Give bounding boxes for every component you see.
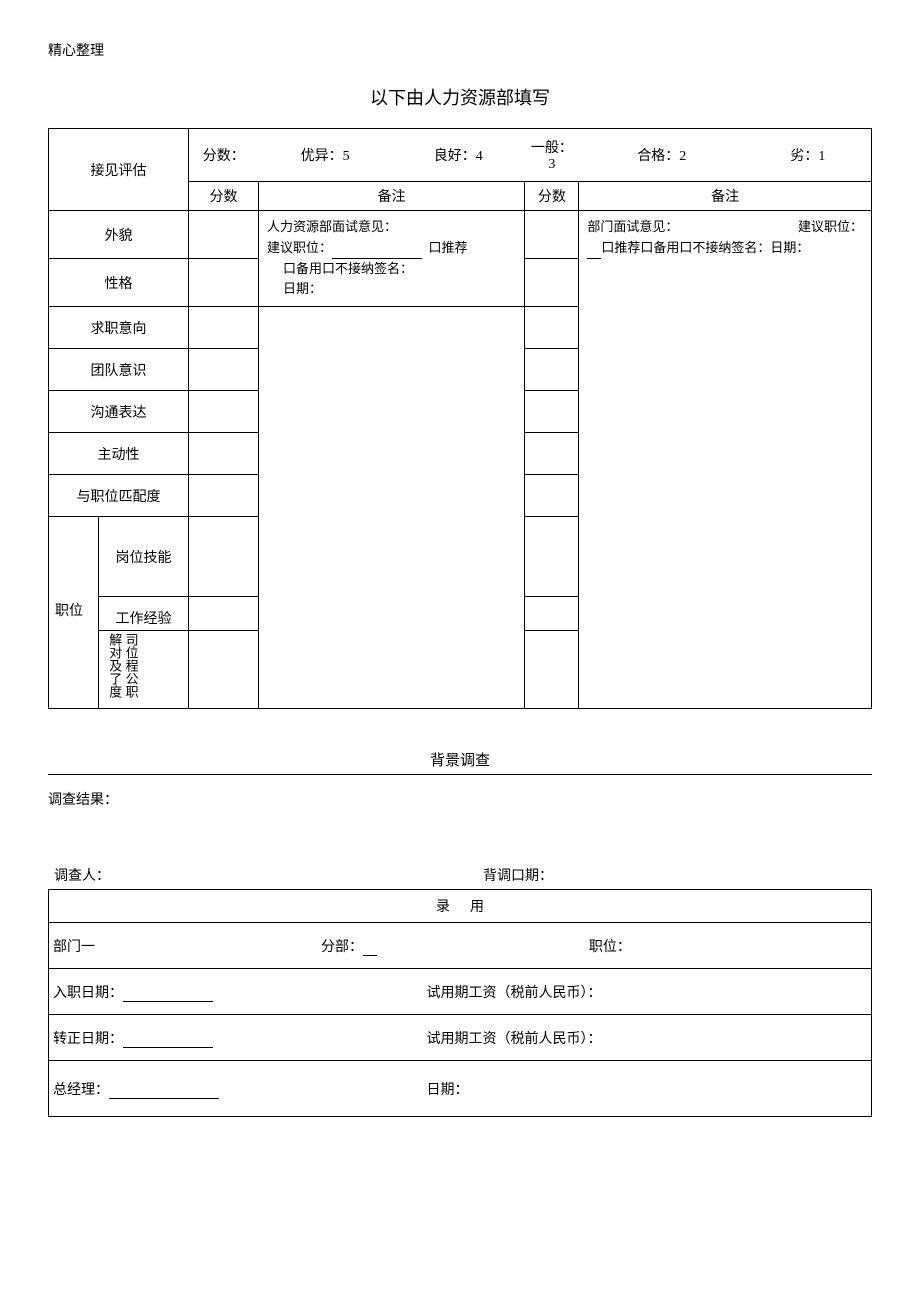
dept-op-l2: 口推荐口备用口不接纳签名：日期： [601, 240, 809, 255]
investigator-label: 调查人： [48, 865, 443, 885]
criteria-appearance: 外貌 [49, 211, 189, 259]
score-header-1: 分数 [189, 182, 259, 211]
scale-1: 劣：1 [745, 129, 872, 182]
dept-op-l1a: 部门面试意见： [587, 217, 798, 238]
header-tag: 精心整理 [48, 40, 872, 60]
dept-opinion-cell[interactable]: 部门面试意见： 建议职位： 口推荐口备用口不接纳签名：日期： [579, 211, 872, 709]
hire-subdept-label: 分部： [321, 940, 363, 955]
hr-op-l2a: 建议职位： [267, 240, 332, 255]
criteria-team: 团队意识 [49, 349, 189, 391]
hire-confirm-salary-label: 试用期工资（税前人民币）： [427, 1032, 602, 1047]
eval-row-label: 接见评估 [49, 129, 189, 211]
score-input[interactable] [525, 433, 579, 475]
remark-header-2: 备注 [579, 182, 872, 211]
score-input[interactable] [525, 349, 579, 391]
criteria-match: 与职位匹配度 [49, 475, 189, 517]
score-input[interactable] [525, 211, 579, 259]
score-input[interactable] [189, 631, 259, 709]
score-input[interactable] [525, 391, 579, 433]
hire-trial-salary-label: 试用期工资（税前人民币）： [427, 986, 602, 1001]
score-input[interactable] [525, 307, 579, 349]
hire-confirm-label: 转正日期： [53, 1032, 123, 1047]
hr-op-l2b: 口推荐 [429, 240, 468, 255]
hr-op-l1: 人力资源部面试意见： [267, 219, 397, 234]
score-input[interactable] [189, 211, 259, 259]
score-input[interactable] [189, 349, 259, 391]
background-heading: 背景调查 [48, 749, 872, 775]
score-input[interactable] [525, 259, 579, 307]
position-group: 职位 [49, 517, 99, 709]
page-title: 以下由人力资源部填写 [48, 84, 872, 110]
position-vertical: 解对及了度 司位程公职 [99, 631, 189, 709]
hr-op-l3: 口备用口不接纳签名： [283, 261, 413, 276]
hire-gm-label: 总经理： [53, 1083, 109, 1098]
evaluation-table: 接见评估 分数： 优异：5 良好：4 一般：3 合格：2 劣：1 分数 备注 分… [48, 128, 872, 709]
scale-3: 一般：3 [525, 129, 579, 182]
hire-entry-row[interactable]: 入职日期： 试用期工资（税前人民币）： [49, 969, 872, 1015]
hire-heading: 录用 [49, 890, 872, 923]
score-input[interactable] [189, 517, 259, 597]
scale-5: 优异：5 [259, 129, 392, 182]
score-input[interactable] [525, 631, 579, 709]
score-input[interactable] [525, 475, 579, 517]
hire-date-label: 日期： [427, 1083, 469, 1098]
hire-table: 录用 部门一 分部： 职位： 入职日期： 试用期工资（税前人民币）： 转正日期：… [48, 889, 872, 1117]
score-input[interactable] [525, 597, 579, 631]
hire-position-label: 职位： [589, 940, 631, 955]
criteria-intention: 求职意向 [49, 307, 189, 349]
score-input[interactable] [189, 307, 259, 349]
scale-4: 良好：4 [392, 129, 525, 182]
score-input[interactable] [189, 433, 259, 475]
score-input[interactable] [189, 391, 259, 433]
score-input[interactable] [189, 475, 259, 517]
remark-header-1: 备注 [259, 182, 525, 211]
survey-date-label: 背调口期： [443, 865, 872, 885]
score-input[interactable] [189, 259, 259, 307]
hr-remark-blank[interactable] [259, 307, 525, 709]
criteria-personality: 性格 [49, 259, 189, 307]
hire-confirm-row[interactable]: 转正日期： 试用期工资（税前人民币）： [49, 1015, 872, 1061]
survey-result-label: 调查结果： [48, 789, 872, 809]
position-exp: 工作经验 [99, 597, 189, 631]
hire-dept-label: 部门一 [53, 940, 95, 955]
dept-op-l1b: 建议职位： [798, 217, 863, 238]
hire-entry-label: 入职日期： [53, 986, 123, 1001]
hire-dept-row[interactable]: 部门一 分部： 职位： [49, 923, 872, 969]
score-input[interactable] [189, 597, 259, 631]
hr-op-l4: 日期： [283, 281, 322, 296]
hire-gm-row[interactable]: 总经理： 日期： [49, 1061, 872, 1117]
score-input[interactable] [525, 517, 579, 597]
criteria-initiative: 主动性 [49, 433, 189, 475]
hr-opinion-cell[interactable]: 人力资源部面试意见： 建议职位： 口推荐 口备用口不接纳签名： 日期： [259, 211, 525, 307]
position-skill: 岗位技能 [99, 517, 189, 597]
score-header-2: 分数 [525, 182, 579, 211]
scale-2: 合格：2 [579, 129, 745, 182]
criteria-comm: 沟通表达 [49, 391, 189, 433]
scale-label: 分数： [189, 129, 259, 182]
